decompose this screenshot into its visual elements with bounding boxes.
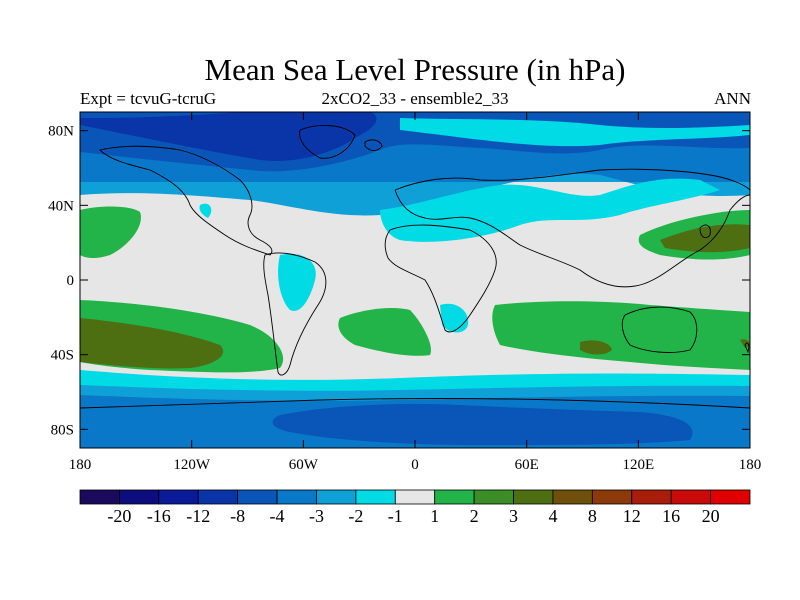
colorbar-swatch — [316, 489, 357, 505]
south-america-coast — [263, 252, 327, 376]
lat-tick-label: 0 — [67, 273, 75, 289]
lat-tick-label: 40S — [51, 348, 74, 364]
australia-coast — [621, 306, 698, 353]
lon-tick-label: 60W — [289, 457, 319, 473]
colorbar-label: 20 — [702, 506, 720, 526]
colorbar-swatch — [434, 489, 475, 505]
colorbar-label: -16 — [147, 506, 171, 526]
latitude-axis: 80N 40N 0 40S 80S — [48, 124, 750, 438]
colorbar-swatch — [237, 489, 278, 505]
experiment-label: Expt = tcvuG-tcruG — [80, 89, 217, 108]
north-america-coast — [99, 145, 273, 256]
colorbar-label: 2 — [470, 506, 479, 526]
lon-tick-label: 60E — [515, 457, 539, 473]
colorbar-swatch — [276, 489, 317, 505]
colorbar-swatch — [197, 489, 239, 505]
colorbar-label: -3 — [309, 506, 324, 526]
map-title: Mean Sea Level Pressure (in hPa) — [204, 52, 626, 87]
lon-tick-label: 120W — [173, 457, 211, 473]
colorbar-swatch — [158, 489, 199, 505]
coastlines — [80, 124, 750, 409]
lat-tick-label: 80S — [51, 422, 74, 438]
colorbar-label: 1 — [430, 506, 439, 526]
colorbar-swatch — [631, 489, 672, 505]
colorbar-swatch — [119, 489, 160, 505]
new-zealand-coast — [744, 342, 750, 354]
colorbar-label: 8 — [588, 506, 597, 526]
south-pacific-high-core — [80, 318, 224, 369]
japan-coast — [699, 224, 711, 239]
indian-ocean-core — [580, 340, 612, 355]
colorbar-label: -12 — [186, 506, 210, 526]
eurasia-coast — [394, 168, 750, 288]
lon-tick-label: 120E — [622, 457, 654, 473]
colorbar-label: -4 — [270, 506, 285, 526]
colorbar-swatch — [473, 489, 514, 505]
lat-tick-label: 80N — [48, 124, 74, 140]
colorbar-label: -1 — [388, 506, 403, 526]
colorbar-swatch — [591, 489, 633, 505]
colorbar-swatch — [79, 489, 120, 505]
lon-tick-label: 180 — [739, 457, 762, 473]
colorbar-label: 16 — [662, 506, 680, 526]
nz-core — [740, 339, 750, 348]
colorbar-swatch — [394, 489, 436, 505]
colorbar-swatch — [710, 489, 751, 505]
eurasia-cyan — [380, 178, 720, 242]
season-label: ANN — [714, 89, 751, 108]
arctic-cyan — [400, 118, 750, 147]
na-cyan — [199, 203, 212, 218]
north-atlantic-low — [80, 112, 377, 161]
colorbar-swatch — [670, 489, 711, 505]
iceland-coast — [364, 139, 383, 151]
colorbar-label: 3 — [509, 506, 518, 526]
colorbar-label: -2 — [348, 506, 363, 526]
lon-tick-label: 180 — [69, 457, 92, 473]
ensemble-label: 2xCO2_33 - ensemble2_33 — [321, 89, 509, 108]
colorbar-label: -20 — [107, 506, 131, 526]
lat-tick-label: 40N — [48, 198, 74, 214]
antarctic-low — [272, 403, 693, 445]
africa-coast — [384, 224, 497, 333]
colorbar-swatch — [355, 489, 396, 505]
north-band-inner — [80, 173, 750, 216]
antarctica-coast — [80, 398, 750, 409]
colorbar-label: 12 — [623, 506, 641, 526]
pacific-high-north — [80, 206, 141, 259]
indian-ocean-high — [492, 301, 750, 370]
lon-tick-label: 0 — [411, 457, 419, 473]
colorbar-label: 4 — [548, 506, 557, 526]
south-america-cyan — [278, 253, 316, 311]
colorbar-swatch — [552, 489, 593, 505]
colorbar: -20 -16 -12 -8 -4 -3 -2 -1 1 2 3 4 8 12 16 20 — [79, 489, 751, 526]
colorbar-label: -8 — [230, 506, 245, 526]
colorbar-swatch — [513, 489, 554, 505]
west-pacific-high-core — [660, 224, 750, 253]
longitude-axis: 180 120W 60W 0 60E 120E 180 — [69, 112, 762, 473]
greenland-coast — [299, 124, 356, 159]
pressure-field — [80, 112, 750, 448]
south-atlantic-high — [338, 307, 431, 356]
